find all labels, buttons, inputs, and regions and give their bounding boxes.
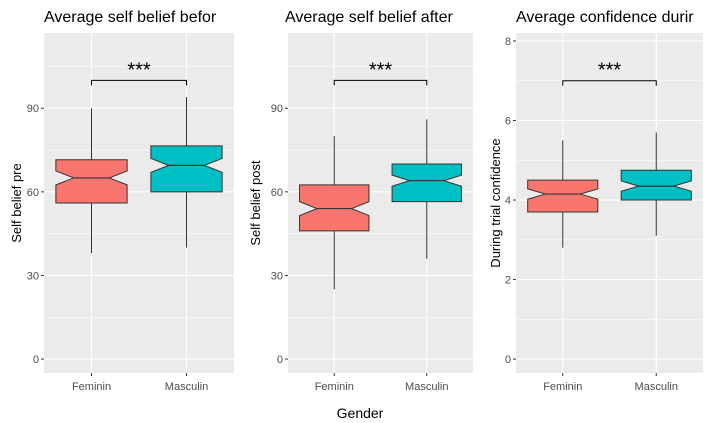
y-axis-title: Self belief post [248,160,263,246]
notched-box [55,159,128,204]
notched-box [620,169,692,201]
x-axis-title: Gender [337,405,384,421]
y-tick-label: 6 [505,115,511,127]
y-tick-label: 0 [33,354,39,366]
y-tick-label: 4 [505,195,511,207]
x-tick-label: Feminin [72,381,111,393]
notched-box [391,163,462,203]
y-tick-label: 90 [271,103,283,115]
box-feminin [527,140,599,248]
notched-box [150,145,223,193]
significance-label: *** [369,59,393,81]
box-masculin [620,132,692,236]
chart-panel-2: 0 30 60 90 Feminin Masculin *** Average self be… [248,9,473,393]
x-tick-label: Feminin [315,381,354,393]
significance-label: *** [127,59,151,81]
y-tick-label: 8 [505,36,511,48]
x-tick-label: Masculin [165,381,208,393]
significance-label: *** [598,60,622,82]
x-tick-label: Masculin [635,381,678,393]
significance-bracket [333,79,428,86]
y-tick-label: 0 [277,354,283,366]
y-tick-label: 90 [27,103,39,115]
chart-title: Average self belief after [285,9,453,26]
significance-bracket [91,79,187,86]
chart-panel-1: 0 30 60 90 Feminin Masculin *** Average self be… [9,9,234,393]
y-axis-title: During trial confidence [488,138,503,267]
box-feminin [299,136,370,290]
y-tick-label: 60 [27,187,39,199]
x-tick-label: Masculin [405,381,448,393]
chart-title: Average self belief befor [44,9,217,26]
y-tick-label: 2 [505,275,511,287]
y-tick-label: 30 [271,270,283,282]
y-axis-title: Self belief pre [9,163,24,243]
notched-box [527,179,599,213]
notched-box [299,184,370,232]
box-masculin [391,119,462,259]
box-masculin [150,97,223,248]
chart-panel-3: 0 2 4 6 8 Feminin Masculin *** Average confidenc… [488,9,703,393]
significance-bracket [562,80,657,86]
chart-title: Average confidence durir [516,9,694,26]
x-tick-label: Feminin [543,381,582,393]
y-tick-label: 60 [271,187,283,199]
box-feminin [55,108,128,254]
y-tick-label: 0 [505,354,511,366]
y-tick-label: 30 [27,270,39,282]
